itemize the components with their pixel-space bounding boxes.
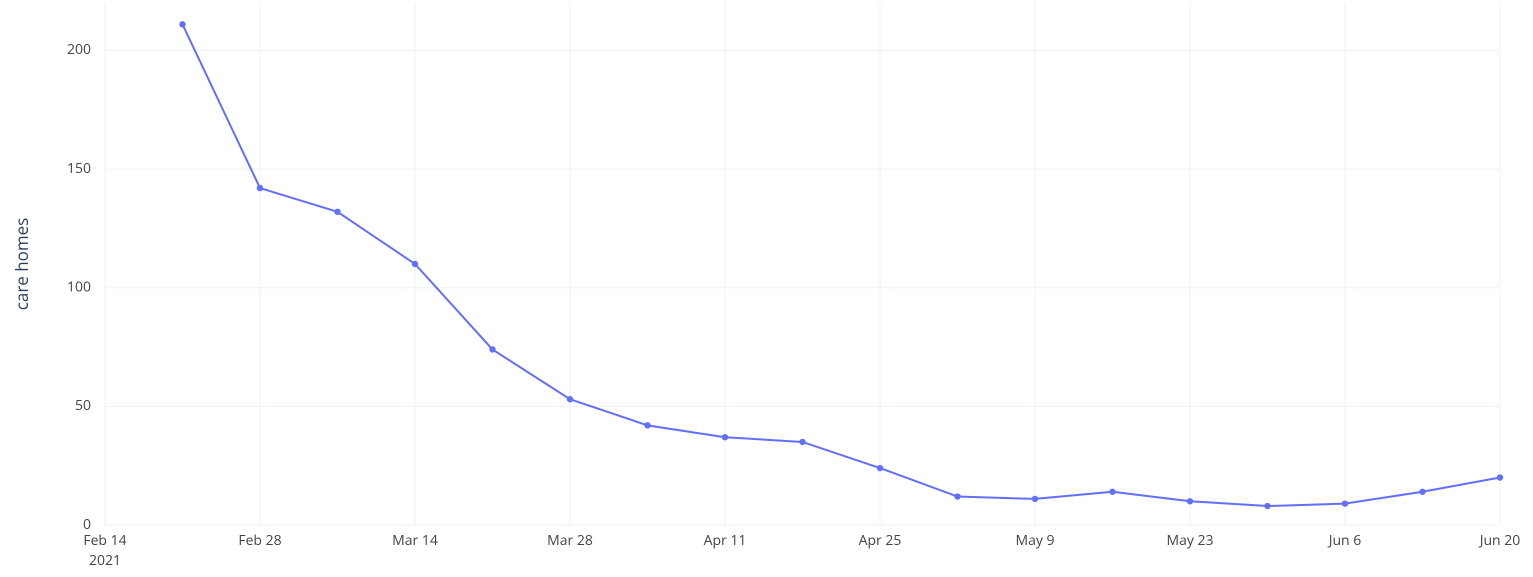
series-marker xyxy=(877,465,883,471)
x-tick-label: Apr 11 xyxy=(704,531,747,550)
series-marker xyxy=(954,493,960,499)
series-marker xyxy=(644,422,650,428)
series-marker xyxy=(1032,496,1038,502)
series-marker xyxy=(412,261,418,267)
series-marker xyxy=(1187,498,1193,504)
y-tick-label: 150 xyxy=(67,159,91,178)
series-marker xyxy=(1264,503,1270,509)
x-tick-label: Mar 28 xyxy=(547,531,593,550)
series-marker xyxy=(179,21,185,27)
x-tick-label: May 23 xyxy=(1166,531,1213,550)
series-marker xyxy=(1419,489,1425,495)
series-marker xyxy=(1109,489,1115,495)
series-marker xyxy=(1497,474,1503,480)
x-tick-label: Mar 14 xyxy=(392,531,438,550)
y-axis-title: care homes xyxy=(10,218,33,311)
series-marker xyxy=(567,396,573,402)
series-marker xyxy=(1342,500,1348,506)
series-marker xyxy=(257,185,263,191)
line-chart: 050100150200Feb 14Feb 28Mar 14Mar 28Apr … xyxy=(0,0,1533,577)
x-tick-label: May 9 xyxy=(1015,531,1054,550)
x-tick-label: Jun 20 xyxy=(1478,531,1521,550)
y-tick-label: 200 xyxy=(67,40,91,59)
y-tick-label: 50 xyxy=(75,396,91,415)
series-marker xyxy=(722,434,728,440)
y-tick-label: 100 xyxy=(67,277,91,296)
x-tick-label: Feb 14 xyxy=(83,531,126,550)
x-tick-label: Feb 28 xyxy=(238,531,281,550)
chart-container: 050100150200Feb 14Feb 28Mar 14Mar 28Apr … xyxy=(0,0,1533,577)
series-marker xyxy=(489,346,495,352)
series-marker xyxy=(334,209,340,215)
x-tick-year-label: 2021 xyxy=(89,551,121,570)
x-tick-label: Apr 25 xyxy=(859,531,902,550)
x-tick-label: Jun 6 xyxy=(1327,531,1362,550)
series-marker xyxy=(799,439,805,445)
